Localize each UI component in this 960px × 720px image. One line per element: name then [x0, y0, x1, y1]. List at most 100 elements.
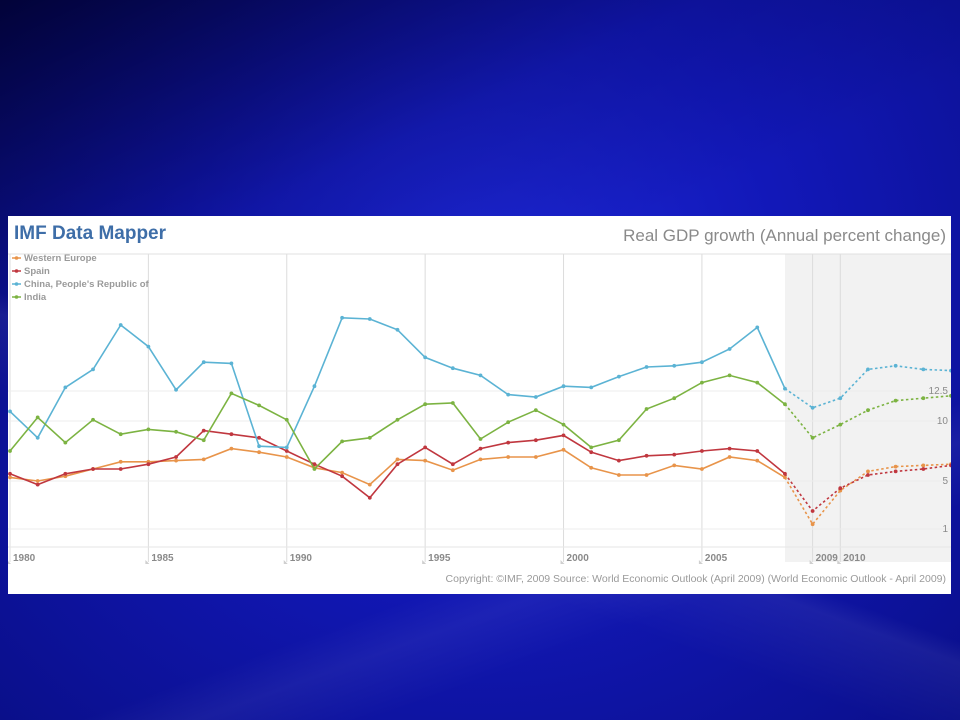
data-point — [312, 384, 317, 389]
data-point — [257, 450, 261, 455]
y-tick-label: 5 — [942, 476, 948, 487]
data-point — [810, 522, 815, 527]
data-point — [478, 373, 483, 378]
legend-item[interactable]: China, People's Republic of — [12, 279, 150, 290]
data-point — [893, 398, 898, 403]
series-3 — [8, 373, 951, 471]
data-point — [727, 347, 732, 351]
data-point — [340, 315, 345, 320]
data-point — [727, 455, 732, 459]
legend-item[interactable]: Western Europe — [12, 253, 97, 264]
chart-figure: IMF Data Mapper Real GDP growth (Annual … — [8, 216, 951, 594]
data-point — [146, 344, 151, 349]
series-0 — [8, 446, 951, 527]
data-point — [810, 405, 815, 410]
data-point — [450, 366, 455, 371]
data-point — [921, 463, 926, 468]
chart-grid — [8, 253, 951, 562]
data-point — [63, 471, 68, 476]
data-point — [91, 467, 95, 471]
data-point — [257, 435, 261, 440]
data-point — [229, 446, 234, 451]
data-point — [395, 417, 400, 422]
data-point — [561, 384, 566, 389]
x-tick-label: 2009 — [816, 553, 839, 564]
data-point — [35, 415, 40, 420]
x-tick-label: 1995 — [428, 553, 451, 564]
data-point — [367, 435, 372, 440]
data-point — [229, 391, 234, 396]
data-point — [810, 435, 815, 440]
data-point — [589, 385, 594, 390]
data-point — [561, 447, 566, 452]
data-point — [450, 462, 455, 467]
data-point — [395, 457, 400, 462]
data-point — [893, 363, 898, 368]
data-point — [201, 438, 206, 443]
data-point — [8, 449, 12, 453]
x-tick-label: 1980 — [13, 553, 36, 564]
data-point — [450, 401, 455, 405]
legend-item[interactable]: Spain — [12, 266, 50, 277]
data-point — [91, 367, 95, 372]
data-point — [423, 355, 428, 360]
data-point — [561, 433, 566, 438]
x-tick-label: 2000 — [567, 553, 590, 564]
data-point — [201, 428, 206, 433]
data-point — [35, 482, 40, 487]
data-point — [284, 449, 289, 453]
data-point — [616, 473, 621, 477]
series-line-actual — [9, 447, 786, 486]
legend-label: Spain — [24, 266, 50, 277]
data-point — [755, 458, 760, 463]
data-point — [533, 438, 538, 443]
data-point — [257, 403, 261, 408]
data-point — [312, 467, 317, 471]
data-point — [727, 373, 732, 378]
data-point — [755, 380, 760, 385]
data-point — [506, 420, 511, 425]
data-point — [174, 387, 178, 392]
data-point — [506, 455, 511, 459]
data-point — [755, 449, 760, 453]
data-point — [478, 457, 483, 462]
data-point — [700, 449, 704, 453]
data-point — [755, 325, 760, 330]
forecast-band — [785, 254, 951, 562]
data-point — [146, 462, 151, 467]
data-point — [589, 450, 594, 455]
data-point — [700, 380, 704, 385]
data-point — [810, 509, 815, 513]
data-point — [672, 463, 677, 468]
data-point — [91, 417, 95, 422]
data-point — [367, 482, 372, 487]
data-point — [257, 444, 261, 449]
data-point — [340, 470, 345, 475]
data-point — [395, 462, 400, 467]
data-point — [201, 457, 206, 462]
data-point — [118, 323, 123, 327]
data-point — [893, 469, 898, 474]
data-point — [921, 467, 926, 471]
data-point — [644, 453, 649, 458]
data-point — [367, 495, 372, 500]
data-point — [174, 455, 178, 459]
data-point — [35, 435, 40, 440]
legend-item[interactable]: India — [12, 292, 47, 303]
data-point — [450, 468, 455, 473]
data-point — [8, 475, 12, 480]
data-point — [8, 409, 12, 414]
legend: Western Europe Spain China, People's Repub… — [12, 253, 150, 303]
x-tick-marker — [837, 560, 842, 564]
chart-title: Real GDP growth (Annual percent change) — [623, 226, 946, 245]
data-point — [340, 439, 345, 444]
data-point — [367, 317, 372, 321]
x-axis-ticks: 1980 1985 1990 1995 2000 2005 2009 2010 — [8, 553, 866, 564]
data-point — [395, 327, 400, 332]
data-point — [63, 385, 68, 390]
legend-marker — [14, 295, 19, 299]
x-tick-label: 2005 — [705, 553, 728, 564]
data-point — [423, 458, 428, 463]
data-point — [533, 455, 538, 459]
data-point — [616, 458, 621, 463]
